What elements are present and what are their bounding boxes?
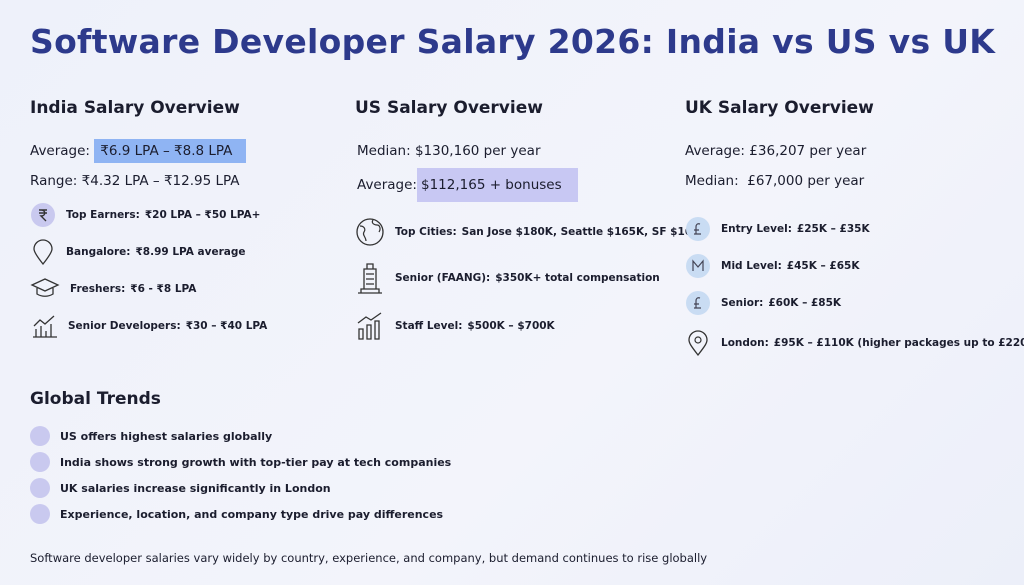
stat-label: Median: xyxy=(357,143,411,159)
item-label: Top Cities: xyxy=(395,226,457,238)
item-value: ₹30 – ₹40 LPA xyxy=(185,319,268,332)
footer: Software developer salaries vary widely … xyxy=(30,551,708,565)
item-value: £95K – £110K (higher packages up to £220… xyxy=(773,337,1024,349)
item: Senior: £60K – £85K xyxy=(685,284,1024,321)
section-heading: US Salary Overview xyxy=(355,98,543,118)
stat-value: $130,160 per year xyxy=(414,143,541,159)
trend-text: US offers highest salaries globally xyxy=(60,429,273,443)
item-value: £60K – £85K xyxy=(768,296,842,309)
item: London: £95K – £110K (higher packages up … xyxy=(685,321,1024,365)
stat-label: Average: xyxy=(357,177,417,193)
item-label: Senior Developers: xyxy=(68,319,181,332)
section-heading: Global Trends xyxy=(30,389,161,409)
stat-label: Median: xyxy=(685,173,739,189)
stat: Average: ₹6.9 LPA – ₹8.8 LPA xyxy=(30,136,267,166)
stat-label: Average: xyxy=(685,143,745,159)
item-label: Mid Level: xyxy=(721,259,782,272)
trend-text: India shows strong growth with top-tier … xyxy=(60,455,452,469)
item-label: Senior (FAANG): xyxy=(395,272,491,284)
icon xyxy=(686,290,710,315)
stat: Median: £67,000 per year xyxy=(685,166,1024,196)
item-value: San Jose $180K, Seattle $165K, SF $161K xyxy=(461,226,708,238)
stat: Average: £36,207 per year xyxy=(685,136,1024,166)
stat-value: £67,000 per year xyxy=(747,173,865,189)
item-value: ₹8.99 LPA average xyxy=(135,245,246,258)
us-column: US Salary Overview Median: $130,160 per … xyxy=(355,98,708,350)
item: Bangalore: ₹8.99 LPA average xyxy=(30,233,267,270)
item-value: ₹20 LPA – ₹50 LPA+ xyxy=(144,208,261,221)
item: Senior Developers: ₹30 – ₹40 LPA xyxy=(30,307,267,344)
stat: Range: ₹4.32 LPA – ₹12.95 LPA xyxy=(30,166,267,196)
item-value: $500K – $700K xyxy=(467,320,555,332)
icon xyxy=(33,238,53,265)
item: Top Earners: ₹20 LPA – ₹50 LPA+ xyxy=(30,196,267,233)
icon xyxy=(357,312,382,340)
icon xyxy=(31,202,55,227)
icon xyxy=(358,263,382,294)
icon xyxy=(686,253,710,278)
item: Freshers: ₹6 - ₹8 LPA xyxy=(30,270,267,307)
trend-item: India shows strong growth with top-tier … xyxy=(30,449,451,475)
icon xyxy=(33,315,57,338)
item: Mid Level: £45K – £65K xyxy=(685,247,1024,284)
stat: Median: $130,160 per year xyxy=(355,136,708,166)
stat-label: Average: xyxy=(30,143,90,159)
stat: Average: $112,165 + bonuses xyxy=(355,168,708,202)
item-value: ₹6 - ₹8 LPA xyxy=(130,282,197,295)
trend-text: Experience, location, and company type d… xyxy=(60,507,444,521)
item-label: Entry Level: xyxy=(721,222,792,235)
item: Staff Level: $500K – $700K xyxy=(355,302,708,350)
item-label: Senior: xyxy=(721,296,764,309)
item-value: $350K+ total compensation xyxy=(495,272,660,284)
item-label: Top Earners: xyxy=(66,208,140,221)
stat-label: Range: xyxy=(30,173,78,189)
item-label: Bangalore: xyxy=(66,245,131,258)
stat-value: ₹6.9 LPA – ₹8.8 LPA xyxy=(94,139,247,163)
trend-item: UK salaries increase significantly in Lo… xyxy=(30,475,451,501)
item-label: London: xyxy=(721,337,769,349)
trend-item: Experience, location, and company type d… xyxy=(30,501,451,527)
title: Software Developer Salary 2026: India vs… xyxy=(30,22,996,61)
item-label: Staff Level: xyxy=(395,320,463,332)
item: Entry Level: £25K – £35K xyxy=(685,210,1024,247)
trend-text: UK salaries increase significantly in Lo… xyxy=(60,481,331,495)
section-heading: UK Salary Overview xyxy=(685,98,874,118)
item-value: £25K – £35K xyxy=(796,222,870,235)
item: Top Cities: San Jose $180K, Seattle $165K… xyxy=(355,210,708,254)
icon xyxy=(356,218,384,246)
item: Senior (FAANG): $350K+ total compensation xyxy=(355,254,708,302)
section-heading: India Salary Overview xyxy=(30,98,240,118)
uk-column: UK Salary Overview Average: £36,207 per … xyxy=(685,98,1024,365)
india-column: India Salary Overview Average: ₹6.9 LPA … xyxy=(30,98,267,344)
global-trends: Global Trends US offers highest salaries… xyxy=(30,389,451,527)
stat-value: $112,165 + bonuses xyxy=(417,168,578,202)
trend-item: US offers highest salaries globally xyxy=(30,423,451,449)
stat-value: ₹4.32 LPA – ₹12.95 LPA xyxy=(81,173,240,189)
icon xyxy=(686,216,710,241)
icon xyxy=(688,330,708,357)
icon xyxy=(30,277,60,297)
item-value: £45K – £65K xyxy=(786,259,860,272)
stat-value: £36,207 per year xyxy=(749,143,867,159)
item-label: Freshers: xyxy=(70,282,126,295)
